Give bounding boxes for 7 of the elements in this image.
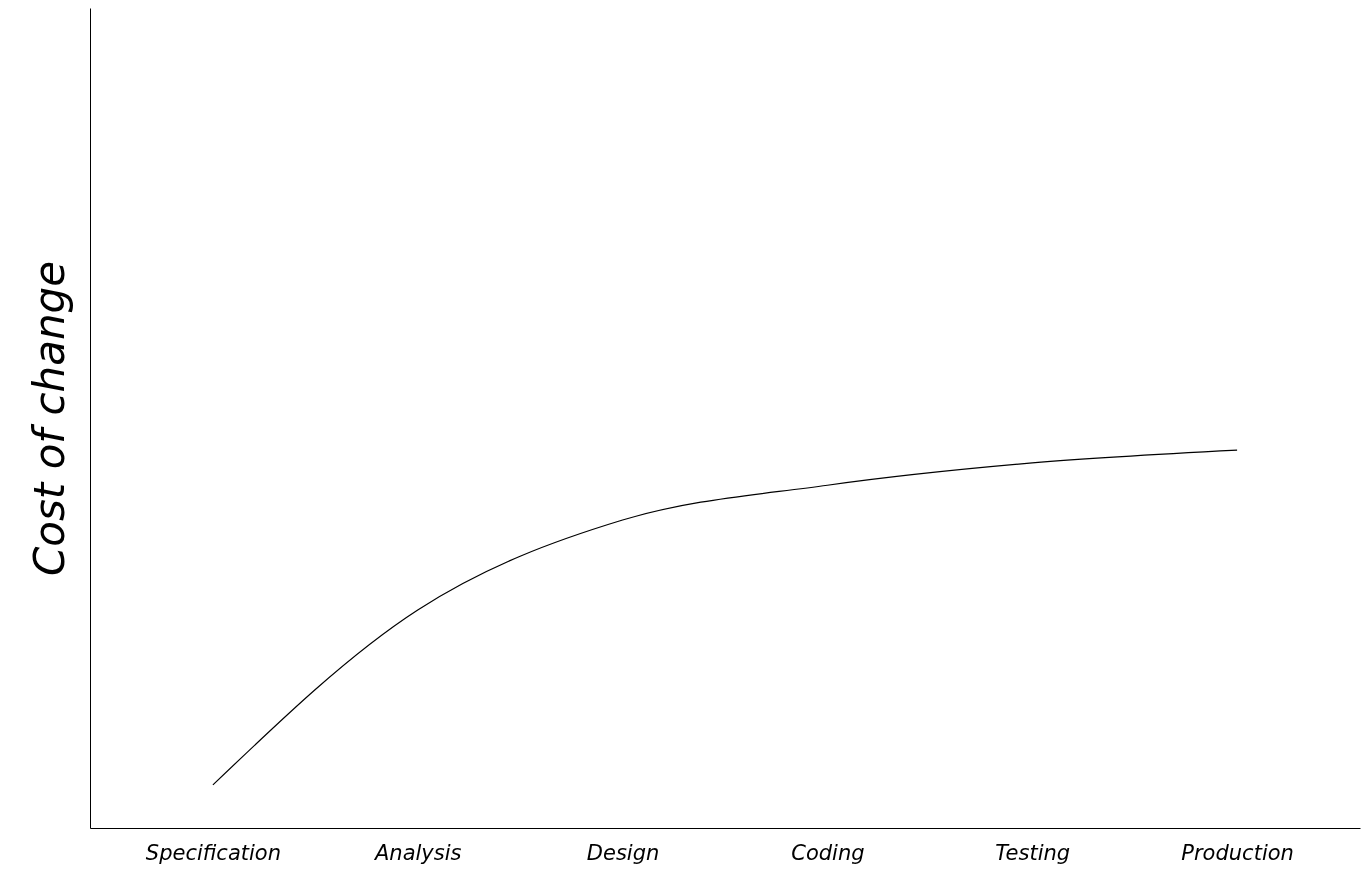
x-tick-label: Design [586,840,660,865]
x-tick-label: Production [1181,840,1294,865]
x-tick-label: Testing [995,840,1071,865]
x-tick-label: Analysis [372,840,462,865]
x-tick-label: Coding [791,840,865,865]
y-axis-title: Cost of change [24,260,74,577]
x-tick-label: Specification [145,840,281,865]
